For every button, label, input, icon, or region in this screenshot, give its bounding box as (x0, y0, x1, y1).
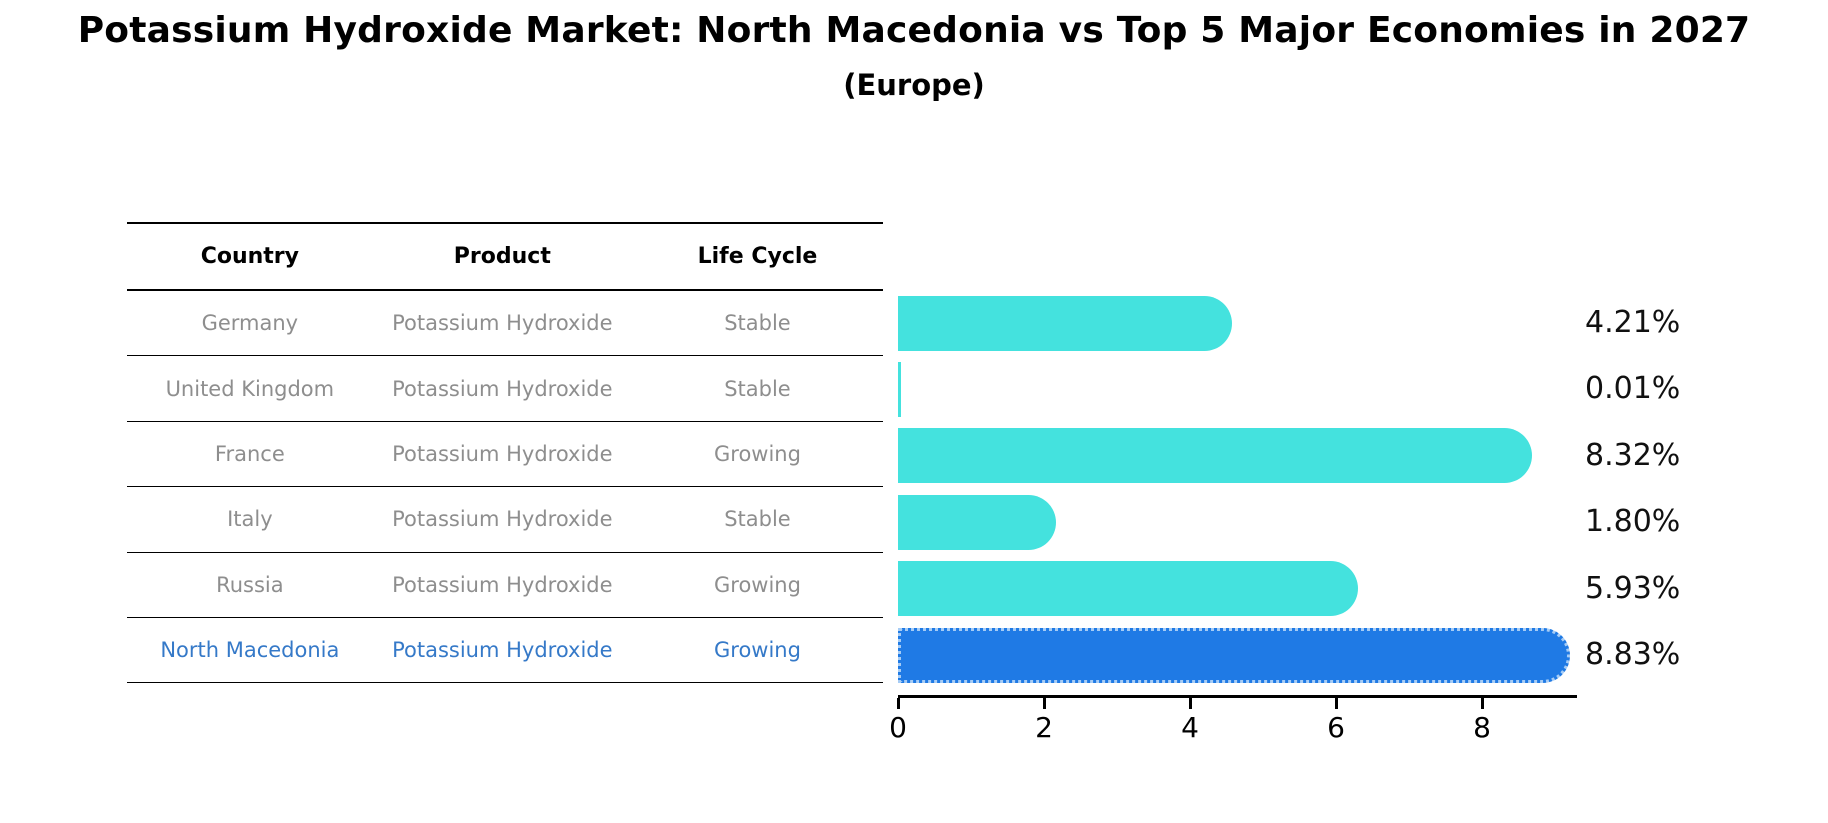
value-label-north-macedonia: 8.83% (1585, 637, 1681, 672)
table-row: Italy Potassium Hydroxide Stable (127, 487, 883, 553)
x-axis-tick (1043, 698, 1046, 709)
x-axis-tick (1335, 698, 1338, 709)
cell-country: Italy (227, 507, 273, 532)
cell-product: Potassium Hydroxide (392, 311, 613, 336)
x-axis-tick-label: 2 (1035, 711, 1053, 744)
cell-country: France (214, 441, 285, 466)
cell-product: Potassium Hydroxide (392, 638, 613, 663)
table-row-highlighted: North Macedonia Potassium Hydroxide Grow… (127, 618, 883, 684)
cell-product: Potassium Hydroxide (392, 572, 613, 597)
cell-country: Germany (201, 311, 299, 336)
column-header-country: Country (200, 244, 299, 269)
cell-product: Potassium Hydroxide (392, 376, 613, 401)
x-axis-tick (1481, 698, 1484, 709)
table-row: Russia Potassium Hydroxide Growing (127, 553, 883, 618)
value-label-germany: 4.21% (1585, 305, 1681, 340)
value-label-united-kingdom: 0.01% (1585, 371, 1681, 407)
cell-product: Potassium Hydroxide (392, 441, 613, 466)
column-header-life-cycle: Life Cycle (697, 244, 818, 269)
chart-title: Potassium Hydroxide Market: North Macedo… (77, 10, 1751, 51)
cell-life-cycle: Growing (714, 638, 801, 663)
x-axis-tick-label: 8 (1473, 711, 1491, 744)
cell-life-cycle: Growing (714, 572, 801, 597)
value-label-italy: 1.80% (1585, 504, 1681, 540)
cell-life-cycle: Stable (724, 376, 791, 401)
value-label-russia: 5.93% (1585, 570, 1681, 606)
x-axis-tick-label: 6 (1327, 711, 1345, 744)
bar-france (898, 428, 1533, 484)
column-header-product: Product (453, 244, 551, 269)
cell-country: United Kingdom (165, 376, 335, 401)
cell-product: Potassium Hydroxide (392, 507, 613, 532)
cell-country: Russia (216, 572, 284, 597)
chart-subtitle: (Europe) (843, 68, 985, 102)
bar-north-macedonia (898, 627, 1570, 683)
x-axis-tick (897, 698, 900, 709)
cell-life-cycle: Stable (724, 311, 791, 336)
x-axis-line (898, 695, 1577, 698)
x-axis-tick-label: 4 (1181, 711, 1199, 744)
value-label-france: 8.32% (1585, 437, 1681, 473)
x-axis-tick (1189, 698, 1192, 709)
table-row: France Potassium Hydroxide Growing (127, 422, 883, 488)
cell-country: North Macedonia (160, 638, 340, 663)
table-header-row: Country Product Life Cycle (127, 224, 883, 291)
table-row: United Kingdom Potassium Hydroxide Stabl… (127, 356, 883, 422)
table-row: Germany Potassium Hydroxide Stable (127, 291, 883, 357)
bar-russia (898, 561, 1358, 617)
x-axis-tick-label: 0 (889, 711, 907, 744)
cell-life-cycle: Growing (714, 441, 801, 466)
bar-united-kingdom (898, 361, 901, 417)
bar-italy (898, 494, 1057, 550)
country-table: Country Product Life Cycle Germany Potas… (127, 222, 883, 684)
bar-germany (898, 295, 1233, 351)
cell-life-cycle: Stable (724, 507, 791, 532)
